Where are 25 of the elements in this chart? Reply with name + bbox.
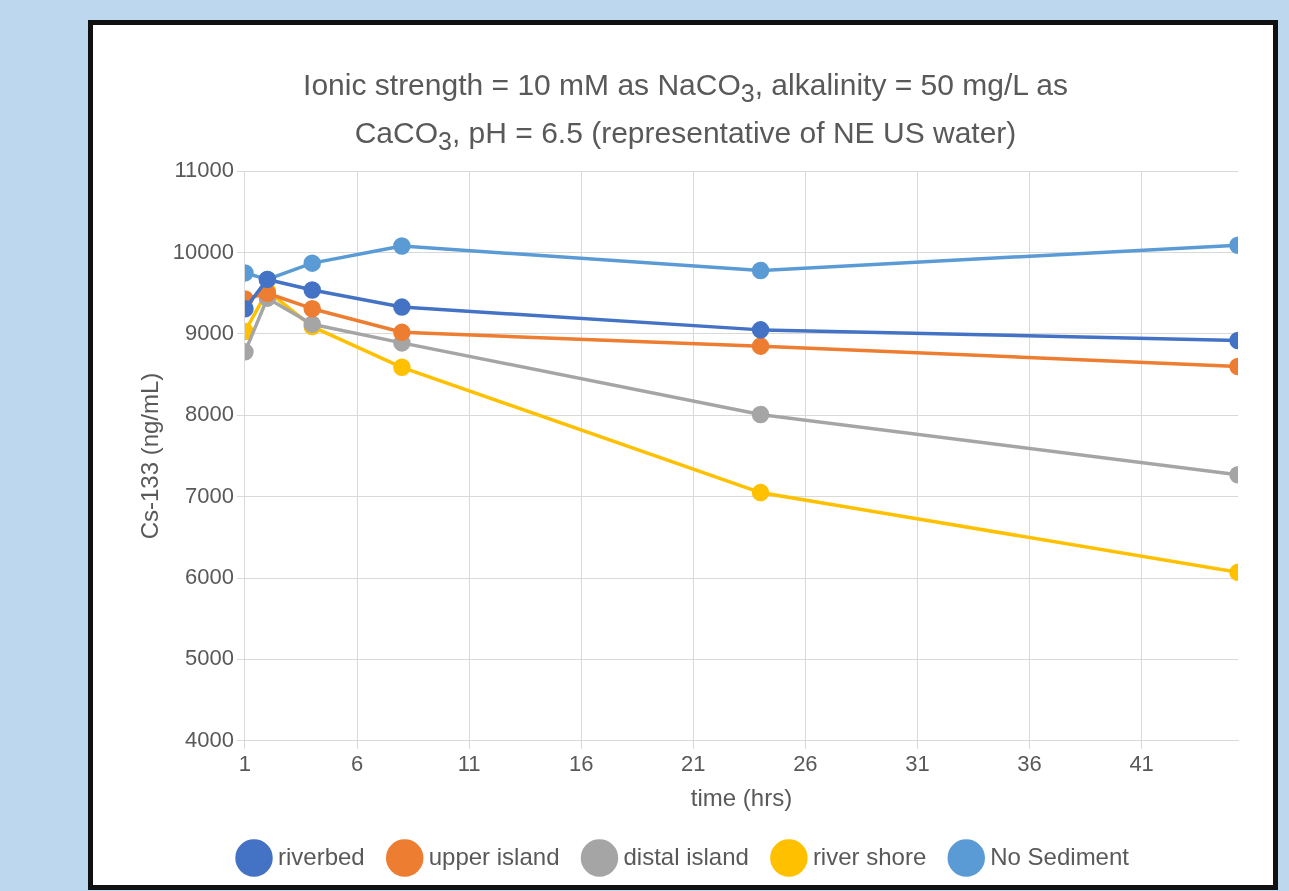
y-tick-label: 10000 [172,238,234,264]
y-tick-label: 4000 [185,726,234,752]
x-tick-label: 26 [793,751,818,777]
legend-label: upper island [428,842,560,870]
y-tick-label: 5000 [185,645,234,671]
x-tick-label: 16 [568,751,594,777]
y-axis-title: Cs-133 (ng/mL) [136,372,164,540]
y-tick-label: 9000 [185,320,234,346]
y-tick-label: 6000 [185,564,234,590]
x-tick-label: 6 [350,751,364,777]
y-tick-label: 8000 [185,401,234,427]
y-tick-label: 7000 [185,482,234,508]
x-axis-title: time (hrs) [690,784,793,812]
x-tick-label: 41 [1129,751,1154,777]
legend-label: river shore [812,842,927,870]
x-tick-label: 21 [681,751,706,777]
legend-label: No Sediment [990,842,1130,870]
y-tick-label: 11000 [174,157,234,183]
x-tick-label: 36 [1017,751,1042,777]
legend-label: riverbed [278,842,365,870]
x-tick-label: 1 [238,751,252,777]
legend-label: distal island [623,842,749,870]
chart-title: Ionic strength = 10 mM as NaCO$_{3}$, alkalinity = 50 mg/L as CaCO$_{3}$, pH = 6.5 (representative of NE US water) [303,68,1068,155]
x-tick-label: 31 [905,751,930,777]
x-tick-label: 11 [457,751,481,777]
